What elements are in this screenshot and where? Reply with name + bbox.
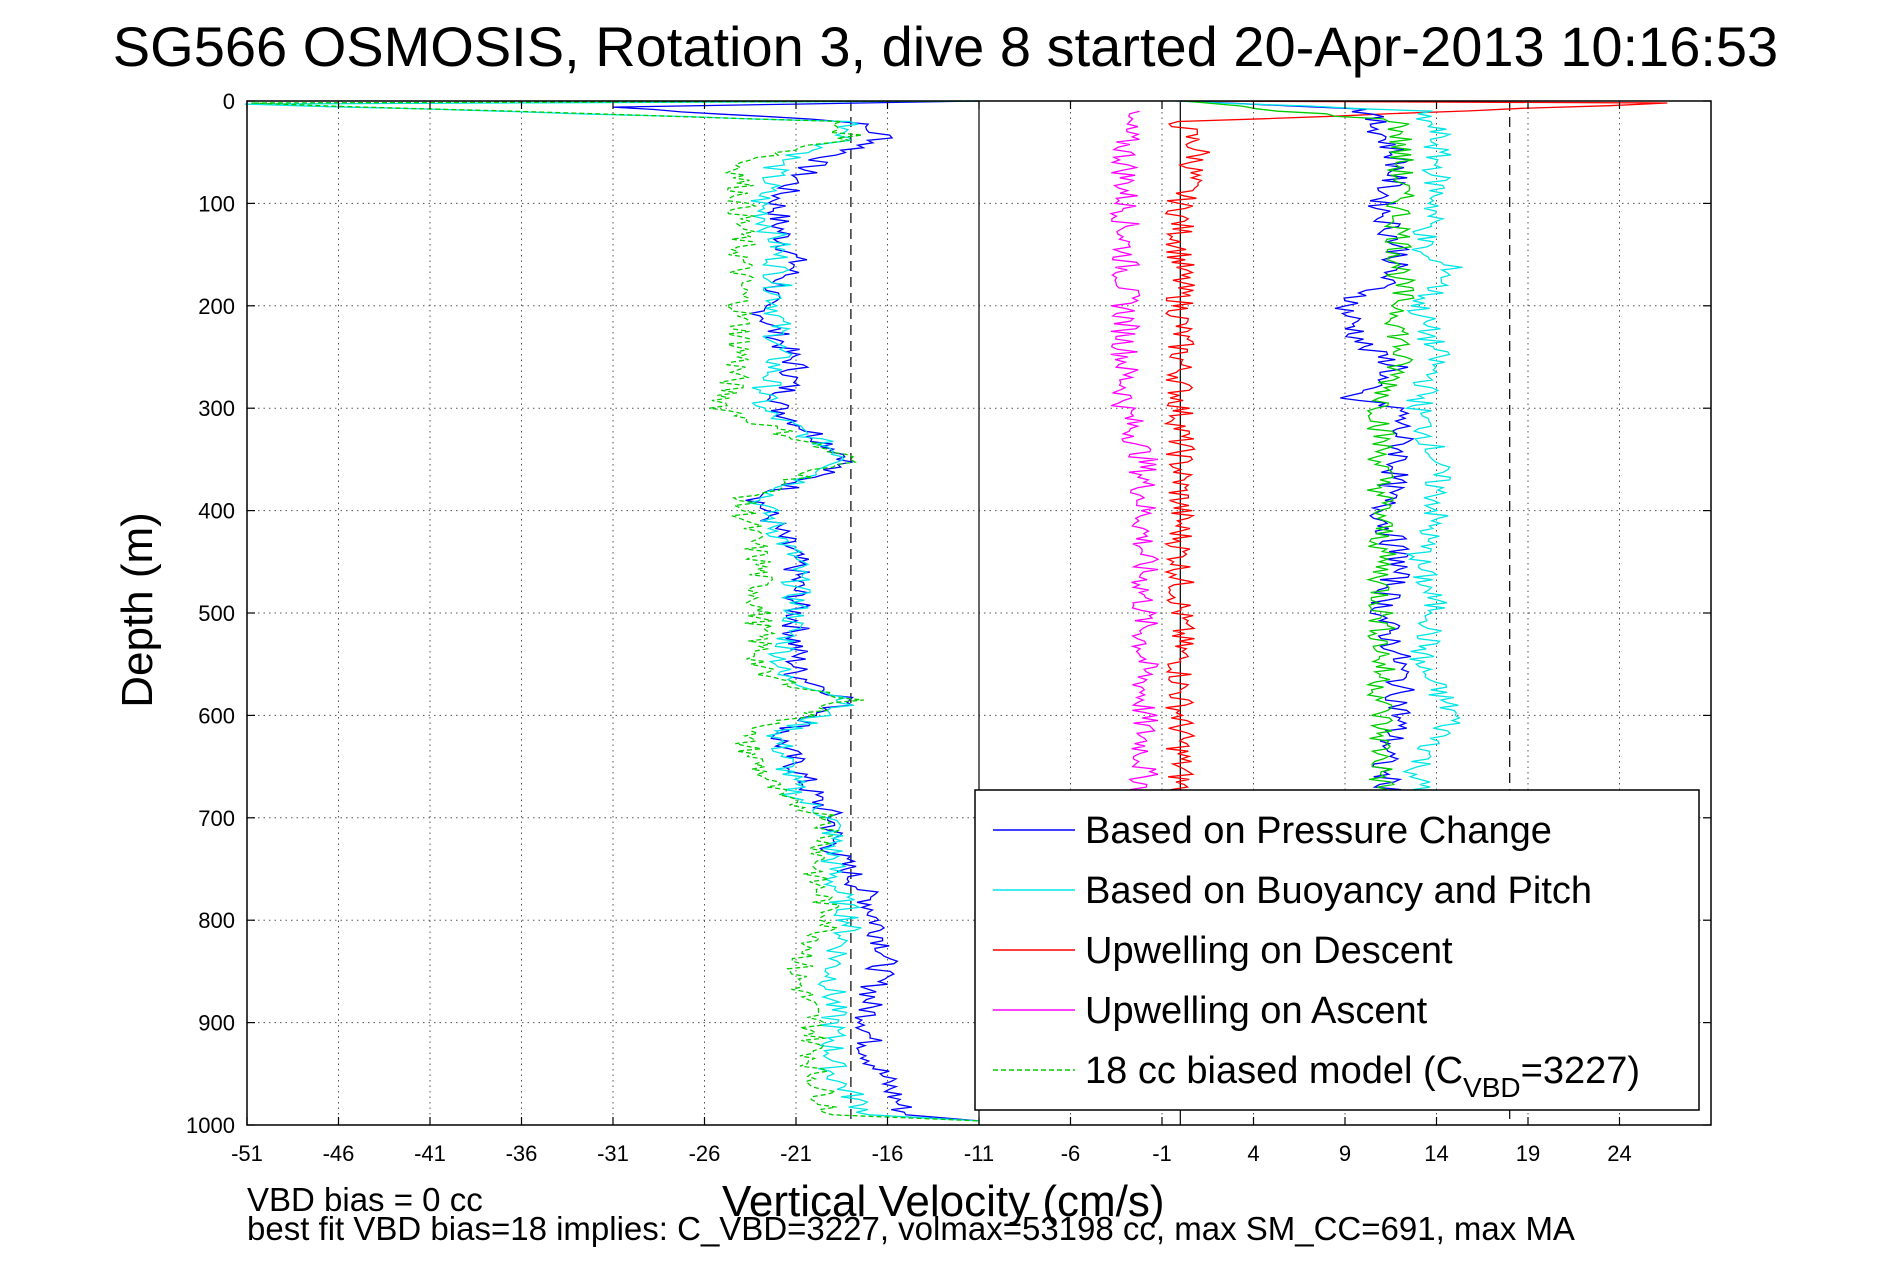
axis-ticks: -51 -46 -41 -36 -31 -26 -21 -16 -11 -6 -1 4 9 14 19 24 0… [186, 89, 1711, 1166]
y-tick-label: 500 [198, 601, 235, 626]
chart-title: SG566 OSMOSIS, Rotation 3, dive 8 starte… [112, 15, 1779, 78]
y-tick-label: 1000 [186, 1113, 235, 1138]
x-tick-label: -26 [689, 1141, 721, 1166]
x-tick-label: -31 [597, 1141, 629, 1166]
x-tick-label: -1 [1152, 1141, 1172, 1166]
y-tick-label: 800 [198, 908, 235, 933]
series-line [1163, 100, 1668, 819]
x-axis-label: Vertical Velocity (cm/s) [722, 1177, 1165, 1226]
x-tick-label: -6 [1061, 1141, 1081, 1166]
legend-box [974, 789, 1700, 1111]
footer-best-fit: best fit VBD bias=18 implies: C_VBD=3227… [247, 1210, 1575, 1247]
x-tick-label: -51 [231, 1141, 263, 1166]
x-tick-label: 24 [1607, 1141, 1631, 1166]
x-tick-label: 9 [1339, 1141, 1351, 1166]
y-tick-label: 700 [198, 806, 235, 831]
legend-label: Upwelling on Descent [1085, 930, 1453, 972]
x-tick-label: -46 [323, 1141, 355, 1166]
x-tick-label: -41 [414, 1141, 446, 1166]
series-layer [244, 100, 1668, 1122]
y-axis-label: Depth (m) [113, 512, 162, 708]
x-tick-label: 19 [1516, 1141, 1540, 1166]
y-tick-label: 100 [198, 191, 235, 216]
x-tick-label: -16 [872, 1141, 904, 1166]
series-line [1175, 100, 1463, 818]
x-tick-label: -36 [506, 1141, 538, 1166]
y-tick-label: 400 [198, 499, 235, 524]
legend-label: Upwelling on Ascent [1085, 990, 1428, 1032]
series-line [1109, 110, 1160, 819]
y-tick-label: 300 [198, 396, 235, 421]
x-tick-label: 4 [1247, 1141, 1259, 1166]
legend-label: Based on Pressure Change [1085, 810, 1552, 852]
footer-vbd-bias: VBD bias = 0 cc [247, 1181, 483, 1218]
x-tick-label: 14 [1424, 1141, 1448, 1166]
series-line [1180, 100, 1415, 819]
series-line [244, 100, 980, 1122]
y-tick-label: 900 [198, 1011, 235, 1036]
y-tick-label: 200 [198, 294, 235, 319]
y-tick-label: 0 [223, 89, 235, 114]
series-line [251, 100, 980, 1122]
x-tick-label: -11 [964, 1141, 994, 1166]
legend: Based on Pressure Change Based on Buoyanc… [974, 789, 1700, 1111]
series-line [1184, 100, 1417, 819]
x-tick-label: -21 [780, 1141, 812, 1166]
legend-label: Based on Buoyancy and Pitch [1085, 870, 1592, 912]
y-tick-label: 600 [198, 703, 235, 728]
